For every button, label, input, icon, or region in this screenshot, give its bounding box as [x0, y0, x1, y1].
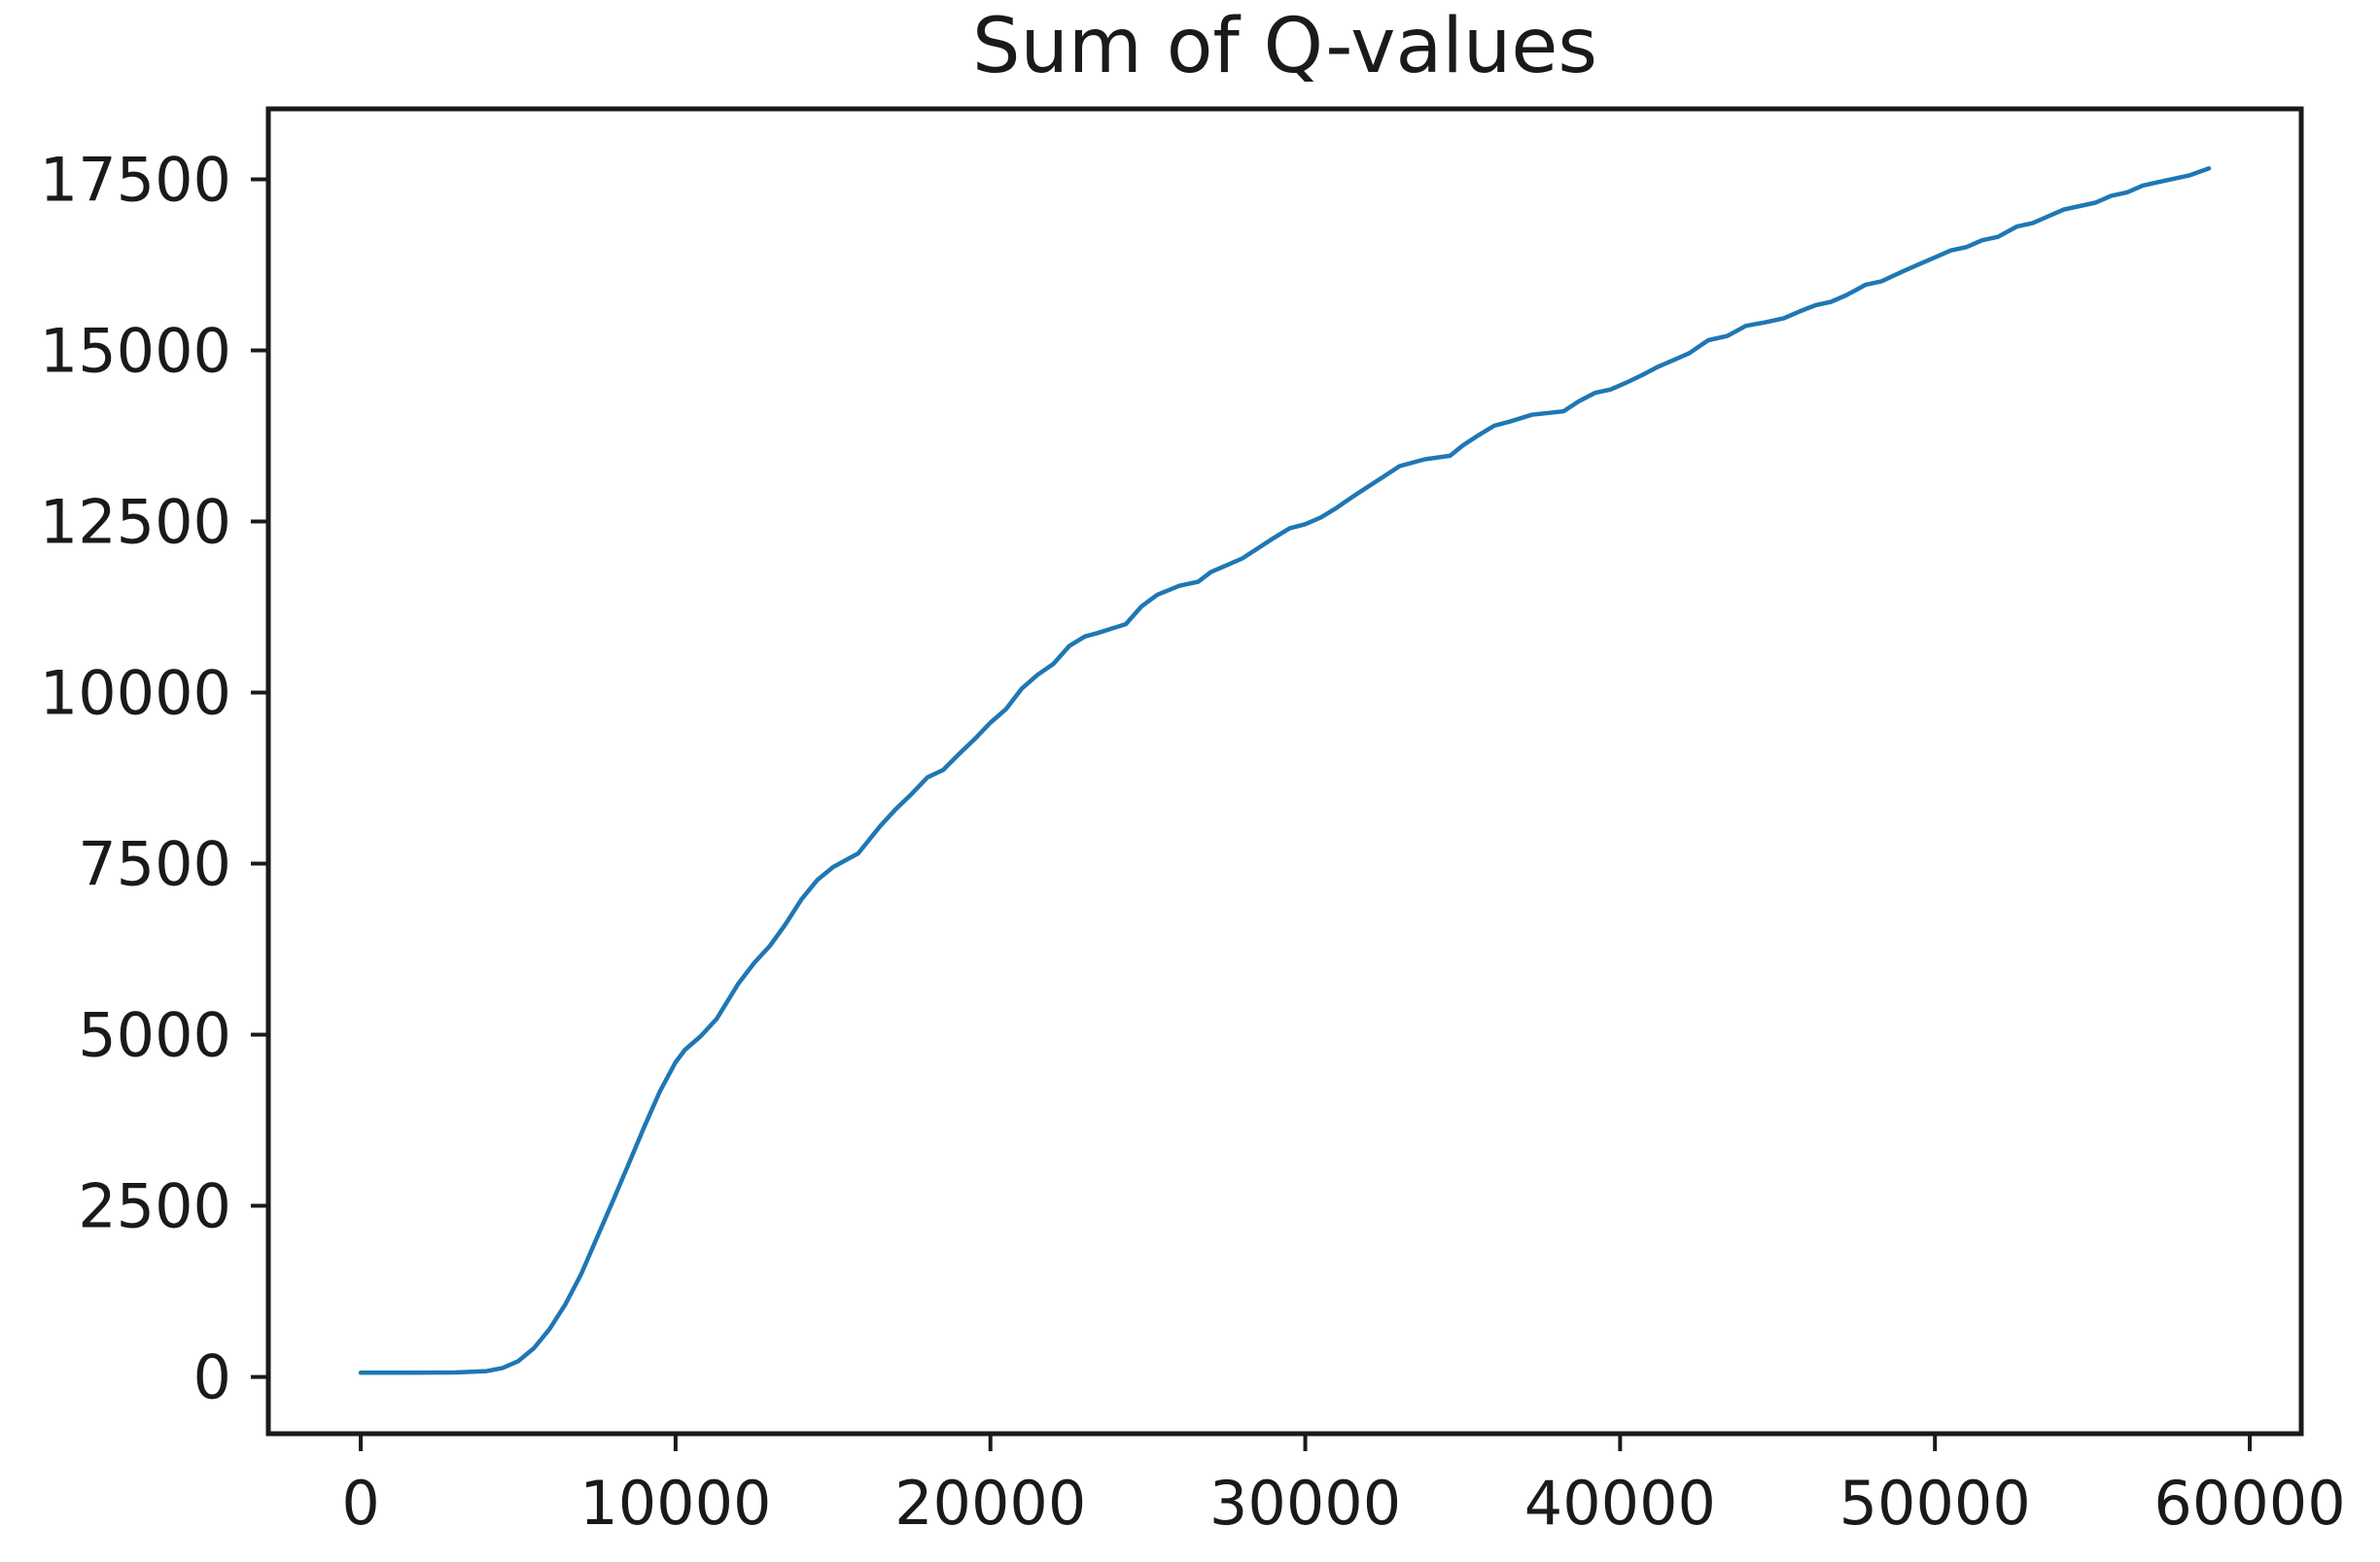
y-tick-label: 17500 — [40, 145, 231, 216]
y-tick-label: 7500 — [78, 829, 231, 900]
chart-title: Sum of Q-values — [971, 3, 1597, 90]
y-tick-label: 12500 — [40, 487, 231, 558]
y-tick-label: 2500 — [78, 1171, 231, 1242]
y-tick-label: 0 — [193, 1342, 231, 1413]
x-tick-label: 10000 — [579, 1468, 771, 1539]
x-tick-label: 0 — [341, 1468, 379, 1539]
x-tick-label: 40000 — [1524, 1468, 1716, 1539]
axes-spines — [265, 106, 2304, 1437]
data-line-sum-of-q-values — [358, 166, 2212, 1375]
x-tick-label: 60000 — [2153, 1468, 2345, 1539]
x-tick-label: 50000 — [1839, 1468, 2031, 1539]
y-tick-label: 10000 — [40, 658, 231, 729]
y-tick-label: 5000 — [78, 1000, 231, 1071]
y-tick-label: 15000 — [40, 316, 231, 387]
x-tick-label: 20000 — [894, 1468, 1086, 1539]
x-tick-label: 30000 — [1209, 1468, 1401, 1539]
